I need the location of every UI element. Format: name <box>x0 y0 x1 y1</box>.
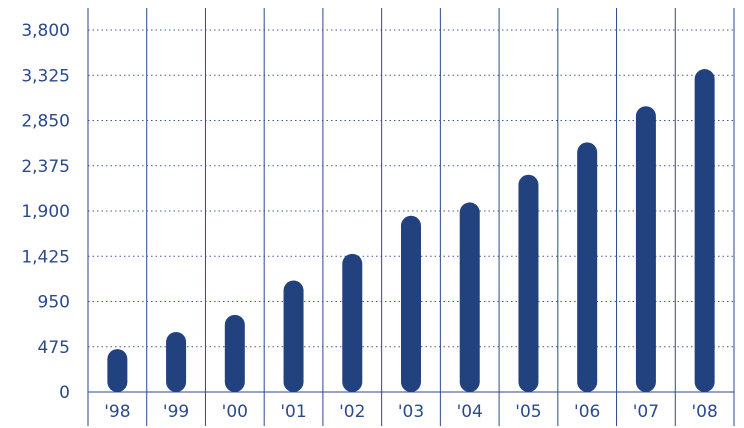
bar <box>342 253 363 392</box>
x-tick-label: '08 <box>691 402 717 422</box>
y-tick-label: 3,800 <box>21 21 70 41</box>
y-tick-label: 2,375 <box>21 157 70 177</box>
bar <box>459 202 480 392</box>
bar <box>401 215 421 392</box>
x-tick-label: '01 <box>280 402 306 422</box>
y-tick-label: 2,850 <box>21 112 70 132</box>
bar <box>166 331 187 392</box>
y-tick-label: 475 <box>38 338 70 358</box>
bar <box>107 349 128 392</box>
column-dividers <box>87 8 735 426</box>
x-axis-ticks: '98 '99 '00 '01 '02 '03 '04 '05 '06 '07 '08 <box>104 402 718 422</box>
y-tick-label: 1,425 <box>21 247 70 267</box>
y-tick-label: 3,325 <box>21 66 70 86</box>
bar <box>635 106 656 393</box>
x-tick-label: '06 <box>574 402 600 422</box>
y-axis-ticks: 0 475 950 1,425 1,900 2,375 2,850 3,325 3,800 <box>21 21 70 403</box>
bar <box>518 174 539 392</box>
x-tick-label: '02 <box>339 402 365 422</box>
bar <box>283 280 304 392</box>
bars <box>107 69 715 393</box>
x-tick-label: '98 <box>104 402 130 422</box>
bar <box>694 69 715 392</box>
x-tick-label: '99 <box>163 402 189 422</box>
bar <box>577 142 598 392</box>
y-tick-label: 950 <box>38 293 70 313</box>
bar <box>224 314 245 392</box>
x-tick-label: '04 <box>457 402 483 422</box>
x-tick-label: '07 <box>633 402 659 422</box>
x-tick-label: '00 <box>222 402 248 422</box>
y-tick-label: 1,900 <box>21 202 70 222</box>
y-tick-label: 0 <box>59 383 70 403</box>
x-tick-label: '05 <box>515 402 541 422</box>
x-tick-label: '03 <box>398 402 424 422</box>
